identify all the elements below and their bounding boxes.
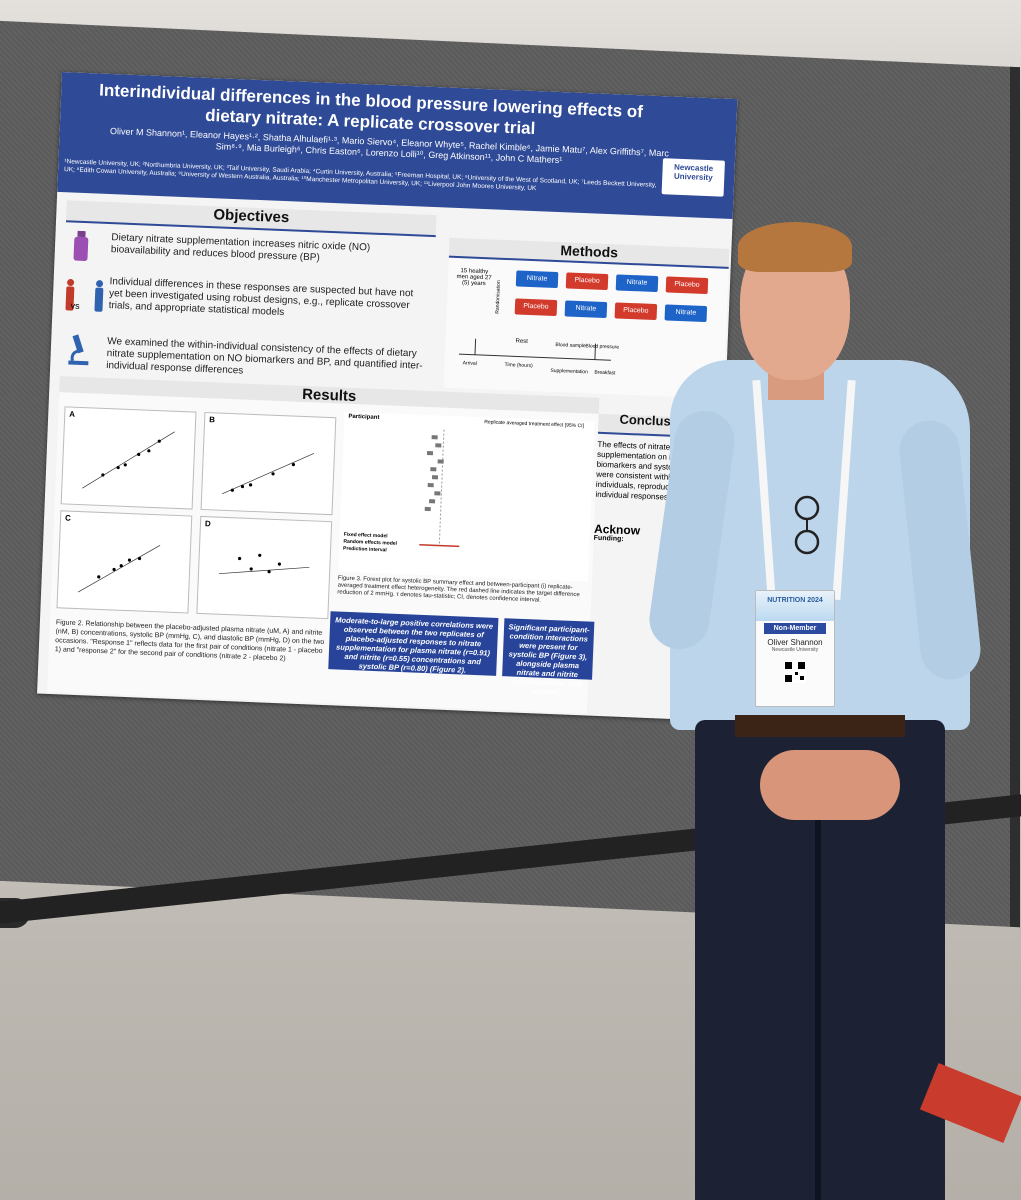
rest-label: Rest <box>515 338 529 345</box>
badge-name: Oliver Shannon <box>767 638 823 647</box>
microscope-icon <box>68 334 89 366</box>
trouser-seam <box>815 810 821 1200</box>
poster-header: Interindividual differences in the blood… <box>57 72 738 220</box>
objective-1: Dietary nitrate supplementation increase… <box>110 232 371 264</box>
plot-label: D <box>204 519 211 529</box>
plot-label: B <box>208 415 216 425</box>
scatter-c-points <box>77 545 161 593</box>
research-poster: Interindividual differences in the blood… <box>37 72 738 721</box>
objective-2: Individual differences in these response… <box>108 276 414 319</box>
badge-event: NUTRITION 2024 <box>756 591 834 621</box>
male-comparison-icon <box>65 279 104 312</box>
randomisation-label: Randomisation <box>494 280 502 314</box>
figure-3-caption: Figure 3. Forest plot for systolic BP su… <box>337 575 580 604</box>
timeline-diagram <box>458 338 611 361</box>
badge-affiliation: Newcastle University <box>771 647 819 653</box>
results-panel: A B C D Figure 2. Relationship between t… <box>47 392 599 714</box>
scatter-a-points <box>82 431 175 489</box>
scatter-d-points <box>218 553 310 575</box>
name-badge: NUTRITION 2024 Non-Member Oliver Shannon… <box>755 590 835 707</box>
university-logo: Newcastle University <box>661 158 725 197</box>
nitrate-chip: Nitrate <box>564 300 608 319</box>
figure-2-caption: Figure 2. Relationship between the place… <box>54 619 325 663</box>
presenter: NUTRITION 2024 Non-Member Oliver Shannon… <box>640 210 1000 1200</box>
plot-label: C <box>64 513 72 523</box>
scatter-plot-a: A <box>60 406 197 510</box>
hair <box>738 222 852 272</box>
placebo-chip: Placebo <box>565 272 609 291</box>
scatter-plot-b: B <box>200 411 337 516</box>
qr-code-icon <box>784 661 806 683</box>
forest-plot: Participant Replicate averaged treatment… <box>338 411 595 582</box>
clasped-hands <box>760 750 900 820</box>
time-label: Time (hours) <box>504 362 533 370</box>
breakfast-label: Breakfast <box>594 369 616 377</box>
scatter-b-points <box>222 453 315 495</box>
badge-tag: Non-Member <box>764 623 826 634</box>
belt <box>735 715 905 737</box>
results-note-interactions: Significant participant-condition intera… <box>502 618 595 697</box>
plot-label: A <box>69 409 76 419</box>
forest-plot-marks <box>419 429 460 548</box>
methods-panel: Methods 15 healthy men aged 27 (5) years… <box>443 237 730 399</box>
blood-sample-label: Blood sample <box>555 342 586 350</box>
objective-3: We examined the within-individual consis… <box>106 336 423 377</box>
bottle-icon <box>73 230 89 262</box>
participants-label: 15 healthy men aged 27 (5) years <box>456 268 492 288</box>
arrival-label: Arrival <box>462 360 477 367</box>
placebo-chip: Placebo <box>514 298 558 317</box>
results-note-correlations: Moderate-to-large positive correlations … <box>328 611 499 676</box>
scatter-plot-c: C <box>56 510 193 614</box>
glasses-icon <box>794 495 820 555</box>
vs-label: vs <box>70 300 80 311</box>
scatter-plot-d: D <box>196 515 333 620</box>
nitrate-chip: Nitrate <box>515 270 559 289</box>
supplementation-label: Supplementation <box>550 367 589 376</box>
